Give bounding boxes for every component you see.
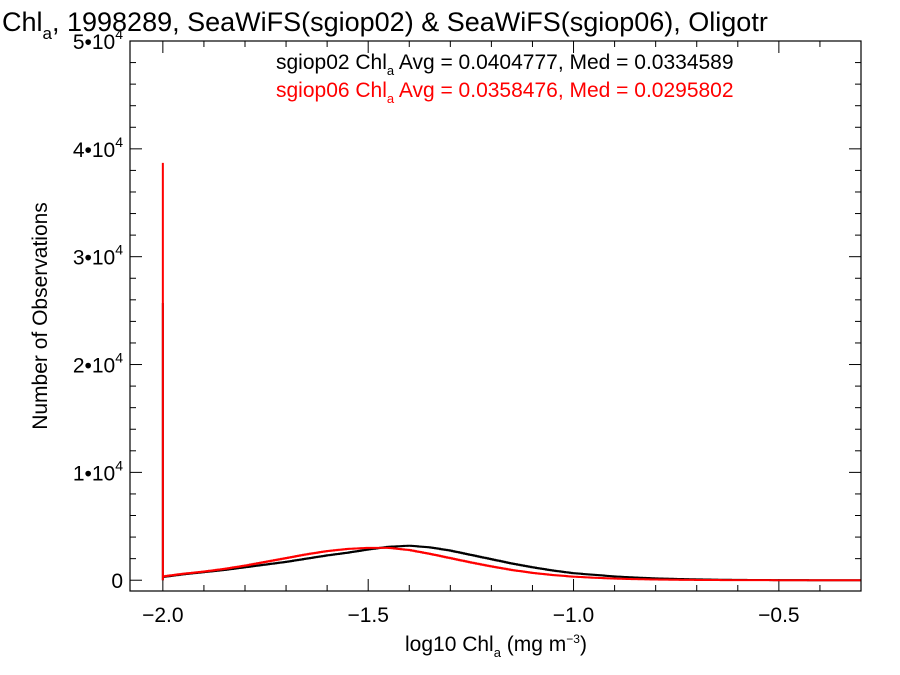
x-tick-label: −1.0: [553, 604, 594, 627]
y-tick-label: 1•104: [73, 457, 123, 485]
annotation-sgiop06-pre: sgiop06 Chl: [276, 79, 387, 102]
plot-frame: [129, 40, 862, 592]
x-tick-label: −1.5: [347, 604, 388, 627]
x-axis-label-sub: a: [494, 645, 502, 660]
annotation-sgiop06-sub: a: [387, 91, 395, 106]
y-tick-label: 2•104: [73, 350, 123, 378]
chart-title-pre: Chl: [2, 7, 43, 37]
y-tick-label: 5•104: [73, 26, 123, 54]
y-axis-label: Number of Observations: [29, 202, 52, 430]
x-axis-label-mid: (mg m: [501, 633, 566, 656]
series-line-sgiop06: [161, 162, 861, 582]
x-tick-label: −0.5: [758, 604, 799, 627]
x-axis-label-pre: log10 Chl: [405, 633, 494, 656]
axis-ticks: −2.0 −1.5 −1.0 −0.5 0 1•104 2•104 3•104 4•104 5•1…: [73, 26, 862, 627]
y-tick-label: 3•104: [73, 242, 123, 270]
y-tick-label: 4•104: [73, 134, 123, 162]
annotation-sgiop02-post: Avg = 0.0404777, Med = 0.0334589: [394, 51, 733, 74]
y-tick-label: 0: [111, 570, 123, 593]
chart-title: Chla, 1998289, SeaWiFS(sgiop02) & SeaWiF…: [2, 7, 768, 43]
x-axis-label-sup: −3: [566, 632, 580, 646]
annotation-sgiop06-post: Avg = 0.0358476, Med = 0.0295802: [394, 79, 733, 102]
annotation-sgiop02: sgiop02 Chla Avg = 0.0404777, Med = 0.03…: [276, 51, 734, 78]
chart-title-sub: a: [43, 24, 53, 43]
annotation-sgiop02-sub: a: [387, 63, 395, 78]
x-tick-label: −2.0: [142, 604, 183, 627]
annotation-sgiop06: sgiop06 Chla Avg = 0.0358476, Med = 0.02…: [276, 79, 734, 106]
annotation-sgiop02-pre: sgiop02 Chl: [276, 51, 387, 74]
series-line-sgiop02: [161, 303, 861, 582]
chart-title-post: , 1998289, SeaWiFS(sgiop02) & SeaWiFS(sg…: [52, 7, 768, 37]
x-axis-label-post: ): [580, 633, 587, 656]
data-series: [161, 162, 861, 582]
x-axis-label: log10 Chla (mg m−3): [405, 632, 587, 660]
